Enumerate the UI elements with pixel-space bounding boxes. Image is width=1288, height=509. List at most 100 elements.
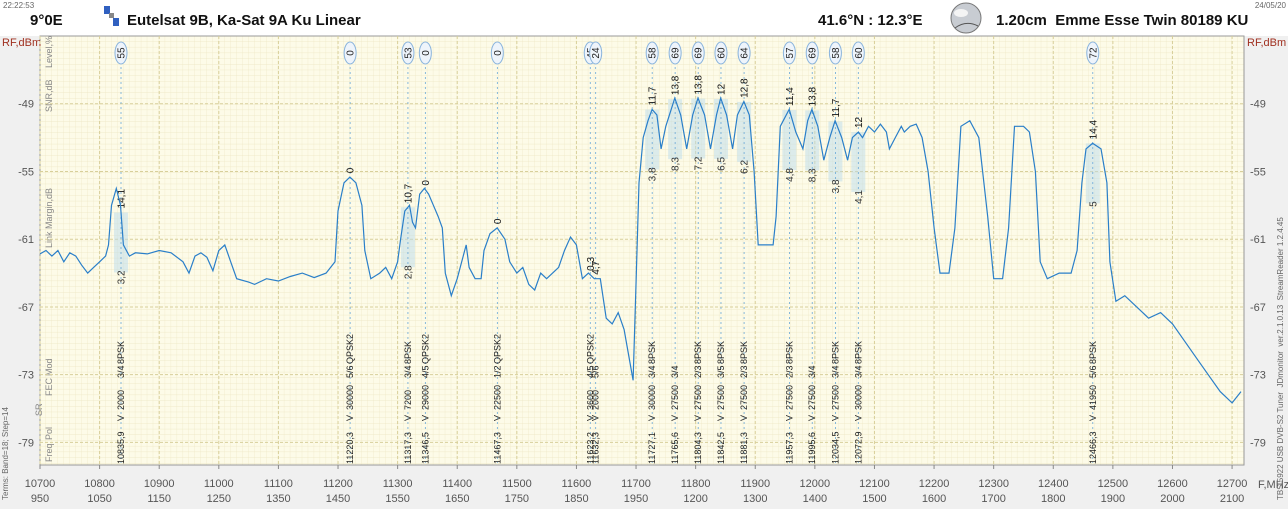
snr: 14,1	[117, 189, 128, 209]
tp-freq: 10835,9	[116, 431, 126, 464]
level: 69	[671, 47, 682, 59]
snr-shade	[645, 109, 660, 170]
y-tick-label: -67	[18, 302, 34, 314]
if-tick-label: 1700	[981, 493, 1005, 505]
tp-freq: 12072,9	[853, 431, 863, 464]
tp-pol: V	[739, 415, 749, 421]
terms: Terms: Band=18; Step=14	[1, 407, 10, 501]
snr: 0	[493, 218, 504, 224]
x-tick-label: 10700	[25, 478, 56, 490]
snr: 4,7	[591, 260, 602, 274]
x-tick-label: 12200	[919, 478, 950, 490]
snr: 0,3	[586, 257, 597, 271]
tp-sr: 27500	[784, 385, 794, 410]
tp-pol: V	[116, 415, 126, 421]
orbital-position: 9°0E	[30, 12, 63, 29]
tp-pol: V	[403, 415, 413, 421]
if-tick-label: 1300	[743, 493, 767, 505]
tp-mod: 8PSK	[647, 341, 657, 364]
if-tick-label: 1050	[87, 493, 111, 505]
row-label: Freq	[44, 443, 54, 462]
x-tick-label: 12000	[800, 478, 831, 490]
level-badge	[645, 41, 659, 65]
row-label: Mod	[44, 358, 54, 376]
tp-fec: 4/5	[585, 365, 595, 378]
x-tick-label: 12300	[978, 478, 1009, 490]
x-tick-label: 12100	[859, 478, 890, 490]
date: 24/05/20	[1255, 1, 1287, 10]
row-label: Link Margin,dB	[44, 188, 54, 248]
tp-pol: V	[492, 415, 502, 421]
link-margin: 5	[1088, 201, 1099, 207]
tp-sr: 27500	[670, 385, 680, 410]
tp-sr: 27500	[830, 385, 840, 410]
tp-sr: 22500	[492, 385, 502, 410]
snr: 12	[854, 116, 865, 128]
snr: 13,8	[808, 86, 819, 106]
tp-mod: QPSK2	[345, 334, 355, 364]
tp-freq: 11727,1	[647, 432, 657, 464]
x-tick-label: 11100	[264, 478, 293, 490]
if-tick-label: 1850	[564, 493, 588, 505]
tp-fec: 3/4	[853, 365, 863, 378]
level: 69	[694, 47, 705, 59]
row-label: Pol	[44, 427, 54, 440]
tp-freq: 11995,6	[807, 432, 817, 464]
link-margin: 7,2	[694, 156, 705, 170]
snr: 13,8	[694, 75, 705, 95]
if-tick-label: 1900	[1101, 493, 1125, 505]
x-tick-label: 11900	[740, 478, 770, 490]
tp-fec: 3/5	[716, 365, 726, 378]
software: TBS 5922 USB DVB-S2 Tuner JDmonitor ver.…	[1276, 217, 1285, 500]
tp-mod: 8PSK	[403, 341, 413, 364]
tp-sr: 41950	[1088, 385, 1098, 410]
level-badge	[401, 41, 415, 65]
tp-sr: 30000	[853, 385, 863, 410]
level: 53	[403, 47, 414, 59]
x-tick-label: 12700	[1217, 478, 1248, 490]
link-margin: 4,1	[854, 190, 865, 204]
tp-freq: 11623,2	[585, 432, 595, 464]
snr: 12	[716, 83, 727, 95]
tp-sr: 3600	[585, 390, 595, 410]
tp-sr: 30000	[345, 385, 355, 410]
tp-pol: V	[693, 415, 703, 421]
level-badge	[737, 41, 751, 65]
tp-pol: V	[345, 415, 355, 421]
snr-shade	[828, 121, 843, 182]
if-tick-label: 950	[31, 493, 49, 505]
row-label: SR	[34, 403, 44, 416]
if-tick-label: 1950	[624, 493, 648, 505]
level: 64	[740, 47, 751, 59]
x-tick-label: 11600	[562, 478, 592, 490]
x-tick-label: 11200	[323, 478, 353, 490]
if-tick-label: 1250	[207, 493, 231, 505]
row-label: FEC	[44, 377, 54, 396]
tp-mod: QPSK2	[420, 334, 430, 364]
time: 22:22:53	[3, 1, 35, 10]
snr: 0	[346, 167, 357, 173]
level: 72	[1088, 47, 1099, 59]
spectrum-trace	[39, 96, 1242, 404]
tp-mod: QPSK2	[492, 334, 502, 364]
level-badge	[668, 41, 682, 65]
antenna: 1.20cm Emme Esse Twin 80189 KU	[996, 12, 1248, 29]
snr: 10,7	[403, 183, 414, 203]
if-tick-label: 1150	[147, 493, 171, 505]
level: 69	[808, 47, 819, 59]
if-tick-label: 1400	[803, 493, 827, 505]
if-tick-label: 2100	[1220, 493, 1244, 505]
tp-fec: 3/4	[807, 365, 817, 378]
y-tick-label: -61	[18, 234, 34, 246]
tp-sr: 27500	[716, 385, 726, 410]
x-axis-label: F,MHz	[1258, 479, 1288, 491]
x-tick-label: 11300	[383, 478, 413, 490]
tp-mod: 8PSK	[853, 341, 863, 364]
tp-mod: 8PSK	[784, 341, 794, 364]
tp-sr: 27500	[807, 385, 817, 410]
snr-shade	[805, 110, 820, 171]
link-margin: 3,2	[117, 270, 128, 284]
tp-mod: 8PSK	[716, 341, 726, 364]
tp-freq: 11220,3	[345, 432, 355, 464]
